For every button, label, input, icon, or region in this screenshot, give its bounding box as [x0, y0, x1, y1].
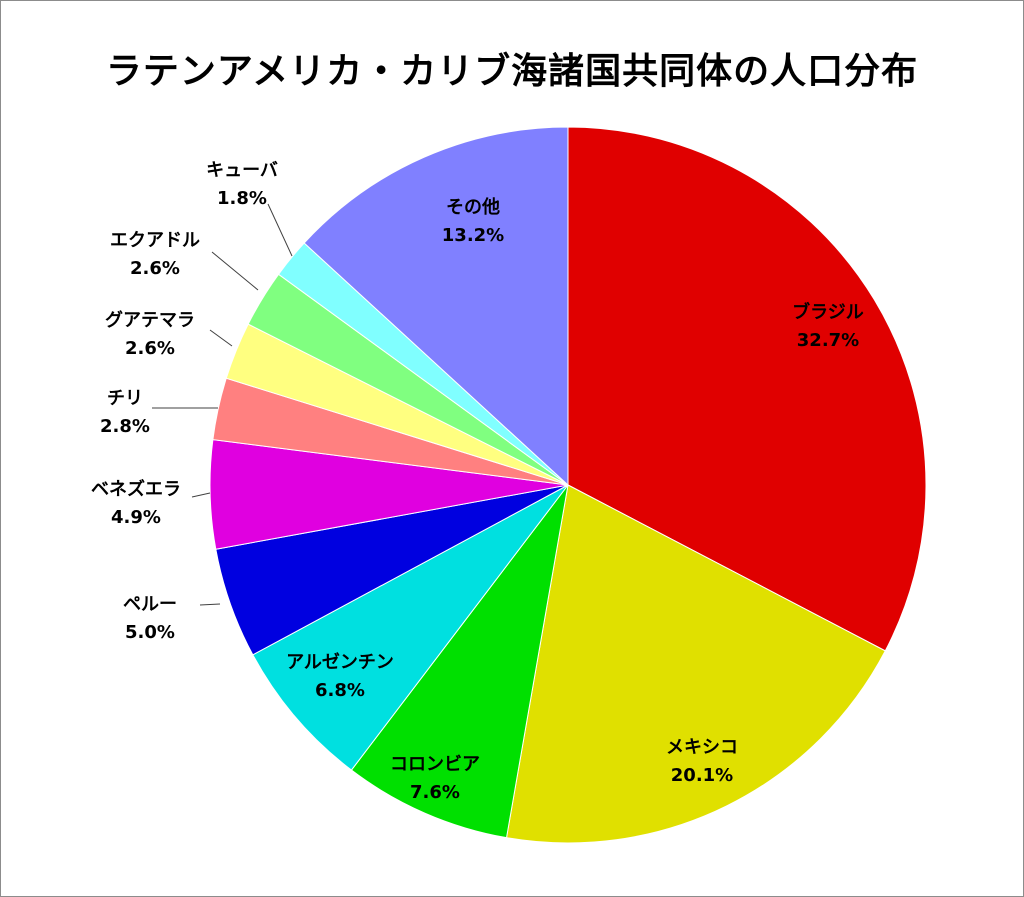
chart-title: ラテンアメリカ・カリブ海諸国共同体の人口分布 [105, 51, 919, 92]
leader-line-6 [191, 492, 211, 498]
slice-name-11: その他 [446, 196, 500, 218]
slice-value-3: 7.6% [410, 782, 460, 803]
slice-value-7: 2.8% [100, 416, 150, 437]
pie-slice-3 [350, 484, 569, 839]
pie-slice-1 [567, 126, 927, 652]
slice-label-1: ブラジル 32.7% [792, 301, 864, 351]
leader-line-5 [199, 603, 221, 606]
slice-name-10: キューバ [206, 160, 278, 181]
pie-slice-11 [303, 126, 569, 487]
slice-label-5: ペルー 5.0% [123, 594, 221, 643]
slice-name-9: エクアドル [110, 230, 200, 251]
slice-label-3: コロンビア 7.6% [390, 754, 480, 803]
slice-label-8: グアテマラ 2.6% [105, 309, 233, 359]
slice-value-9: 2.6% [130, 258, 180, 279]
slice-name-5: ペルー [123, 594, 177, 615]
slice-name-4: アルゼンチン [286, 651, 394, 673]
slice-value-8: 2.6% [125, 338, 175, 359]
slice-label-6: ベネズエラ 4.9% [91, 478, 211, 528]
leader-line-10 [267, 203, 293, 257]
slice-name-3: コロンビア [390, 754, 480, 775]
pie-slice-2 [505, 484, 886, 844]
slice-value-6: 4.9% [111, 507, 161, 528]
slice-value-5: 5.0% [125, 622, 175, 643]
slice-label-4: アルゼンチン 6.8% [286, 651, 394, 701]
slice-name-2: メキシコ [666, 737, 738, 758]
slice-name-8: グアテマラ [105, 309, 195, 331]
slice-name-1: ブラジル [792, 301, 864, 323]
leader-line-9 [211, 251, 259, 291]
slice-value-1: 32.7% [797, 330, 859, 351]
slice-value-4: 6.8% [315, 680, 365, 701]
slice-value-11: 13.2% [442, 225, 504, 246]
leader-line-8 [209, 329, 233, 347]
pie-slice-4 [252, 484, 569, 771]
slice-label-10: キューバ 1.8% [206, 160, 293, 257]
slice-value-2: 20.1% [671, 765, 733, 786]
slice-label-9: エクアドル 2.6% [110, 230, 259, 291]
slice-name-6: ベネズエラ [91, 478, 181, 500]
slice-label-7: チリ 2.8% [100, 388, 218, 437]
slice-label-2: メキシコ 20.1% [666, 737, 738, 786]
slice-name-7: チリ [107, 388, 143, 409]
slice-value-10: 1.8% [217, 188, 267, 209]
slice-label-11: その他 13.2% [442, 196, 504, 246]
